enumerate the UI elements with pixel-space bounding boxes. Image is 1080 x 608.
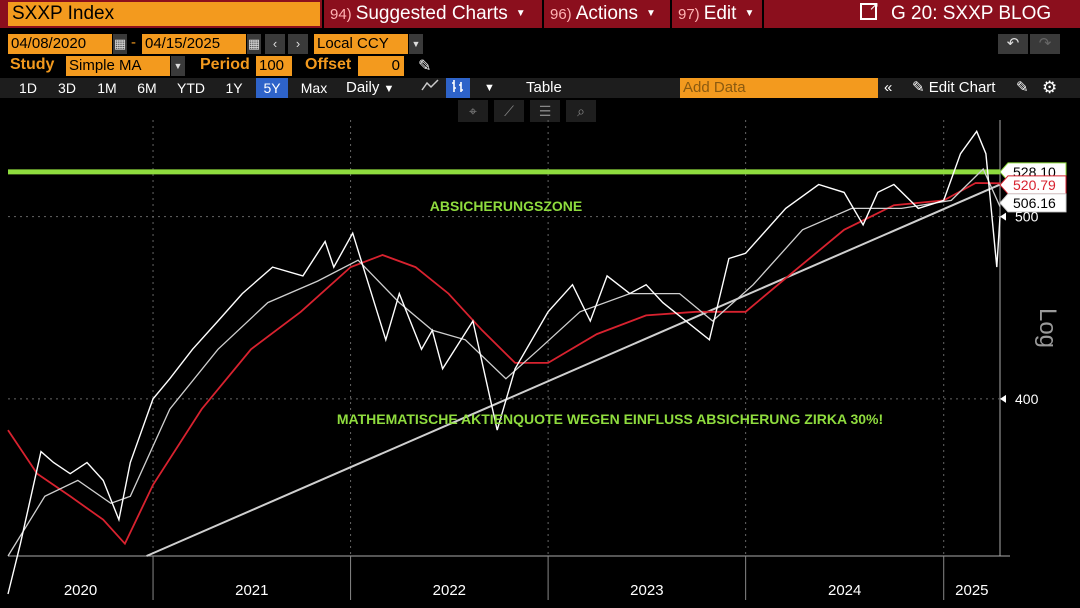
study-select[interactable]: Simple MA: [66, 56, 170, 76]
collapse-icon[interactable]: «: [884, 79, 893, 96]
x-tick-label: 2023: [630, 582, 663, 599]
menu-separator: [322, 0, 324, 28]
list-icon[interactable]: ☰: [530, 100, 560, 122]
ma100-series: [7, 182, 1001, 546]
period-input[interactable]: 100: [256, 56, 292, 76]
last-value-label: 520.79: [1013, 177, 1056, 193]
draw-line-icon[interactable]: ⟋: [494, 100, 524, 122]
frequency-label: Daily: [346, 79, 380, 96]
menu-label: Actions: [575, 3, 638, 25]
y-tick-label: 400: [1015, 391, 1039, 407]
timeframe-ytd[interactable]: YTD: [177, 80, 205, 96]
y-tick-label: 500: [1015, 209, 1039, 225]
add-data-input[interactable]: Add Data: [680, 78, 878, 98]
launchpad-label: G 20: SXXP BLOG: [891, 3, 1052, 24]
crosshair-icon[interactable]: ⌖: [458, 100, 488, 122]
edit-chart-label: Edit Chart: [928, 79, 996, 96]
menu-number: 94): [330, 6, 352, 24]
price-series: [7, 129, 1001, 595]
trend-line: [146, 183, 1001, 557]
pencil-icon: ✎: [912, 79, 925, 96]
caret-down-icon: ▼: [515, 8, 526, 19]
actions-menu[interactable]: 96) Actions ▼: [550, 0, 656, 28]
prev-period-button[interactable]: ‹: [265, 34, 285, 54]
timeframe-1m[interactable]: 1M: [97, 80, 117, 96]
study-bar: Study Simple MA ▼ Period 100 Offset 0 ✎: [0, 56, 1080, 78]
period-label: Period: [200, 56, 250, 73]
bar-chart-icon[interactable]: [446, 78, 470, 98]
calendar-icon[interactable]: ▦: [247, 34, 261, 54]
last-value-tag: [999, 175, 1067, 195]
last-value-label: 506.16: [1013, 195, 1056, 211]
menu-separator: [670, 0, 672, 28]
launchpad-link[interactable]: ↗ G 20: SXXP BLOG: [860, 0, 1051, 28]
caret-down-icon[interactable]: ▼: [409, 34, 423, 54]
next-period-button[interactable]: ›: [288, 34, 308, 54]
timeframe-max[interactable]: Max: [300, 80, 328, 96]
study-label: Study: [10, 56, 55, 73]
annotate-icon[interactable]: ✎: [1016, 79, 1029, 96]
undo-icon[interactable]: ↶: [998, 34, 1028, 54]
currency-select[interactable]: Local CCY: [314, 34, 408, 54]
redo-icon[interactable]: ↷: [1030, 34, 1060, 54]
x-tick-label: 2020: [64, 582, 97, 599]
menu-number: 97): [678, 6, 700, 24]
ma50-series: [7, 167, 1001, 557]
menu-label: Edit: [703, 3, 737, 25]
suggested-charts-menu[interactable]: 94) Suggested Charts ▼: [330, 0, 526, 28]
x-axis: 2020 2021 2022 2023 2024 2025: [64, 556, 989, 600]
caret-down-icon[interactable]: ▼: [484, 82, 495, 94]
pencil-icon[interactable]: ✎: [418, 58, 432, 75]
caret-down-icon: ▼: [646, 8, 656, 19]
timeframe-1d[interactable]: 1D: [19, 80, 37, 96]
ticker-field[interactable]: SXXP Index: [8, 2, 320, 26]
popout-icon: ↗: [860, 0, 879, 20]
timeframe-6m[interactable]: 6M: [137, 80, 157, 96]
offset-input[interactable]: 0: [358, 56, 404, 76]
chart-grid: [8, 120, 1010, 557]
gear-icon[interactable]: ⚙: [1042, 78, 1058, 97]
end-date-field[interactable]: 04/15/2025: [142, 34, 246, 54]
timeframe-5y[interactable]: 5Y: [256, 78, 288, 98]
timeframe-3d[interactable]: 3D: [58, 80, 76, 96]
equity-quota-annotation: MATHEMATISCHE AKTIENQUOTE WEGEN EINFLUSS…: [337, 411, 883, 427]
edit-menu[interactable]: 97) Edit ▼: [678, 0, 754, 28]
calendar-icon[interactable]: ▦: [113, 34, 127, 54]
y-axis: 400 500: [1000, 209, 1039, 407]
menu-separator: [542, 0, 544, 28]
offset-label: Offset: [305, 56, 352, 73]
table-button[interactable]: Table: [526, 79, 562, 96]
range-dash: -: [131, 34, 136, 51]
y-tick-marker: [1000, 394, 1006, 403]
caret-down-icon: ▼: [383, 83, 395, 95]
y-tick-marker: [1000, 212, 1006, 221]
menu-label: Suggested Charts: [355, 3, 508, 25]
chart-toolbar: 1D 3D 1M 6M YTD 1Y 5Y Max Daily ▼ ▼ Tabl…: [0, 78, 1080, 98]
x-tick-label: 2024: [828, 582, 861, 599]
menu-bar: SXXP Index 94) Suggested Charts ▼ 96) Actio…: [0, 0, 1080, 28]
x-tick-label: 2021: [235, 582, 268, 599]
x-tick-label: 2025: [955, 582, 988, 599]
hedge-zone-annotation: ABSICHERUNGSZONE: [430, 198, 582, 214]
caret-down-icon: ▼: [744, 8, 755, 19]
caret-down-icon[interactable]: ▼: [171, 56, 185, 76]
line-chart-icon[interactable]: [418, 78, 442, 98]
x-tick-label: 2022: [433, 582, 466, 599]
timeframe-1y[interactable]: 1Y: [225, 80, 243, 96]
menu-separator: [762, 0, 764, 28]
zoom-icon[interactable]: ⌕: [566, 100, 596, 122]
last-value-tag: [999, 193, 1067, 213]
log-scale-label: Log: [1034, 308, 1061, 348]
edit-chart-button[interactable]: ✎ Edit Chart: [912, 78, 995, 98]
start-date-field[interactable]: 04/08/2020: [8, 34, 112, 54]
frequency-select[interactable]: Daily ▼: [346, 78, 394, 98]
menu-number: 96): [550, 6, 572, 24]
date-range-bar: 04/08/2020 ▦ - 04/15/2025 ▦ ‹ › Local CC…: [0, 28, 1080, 56]
